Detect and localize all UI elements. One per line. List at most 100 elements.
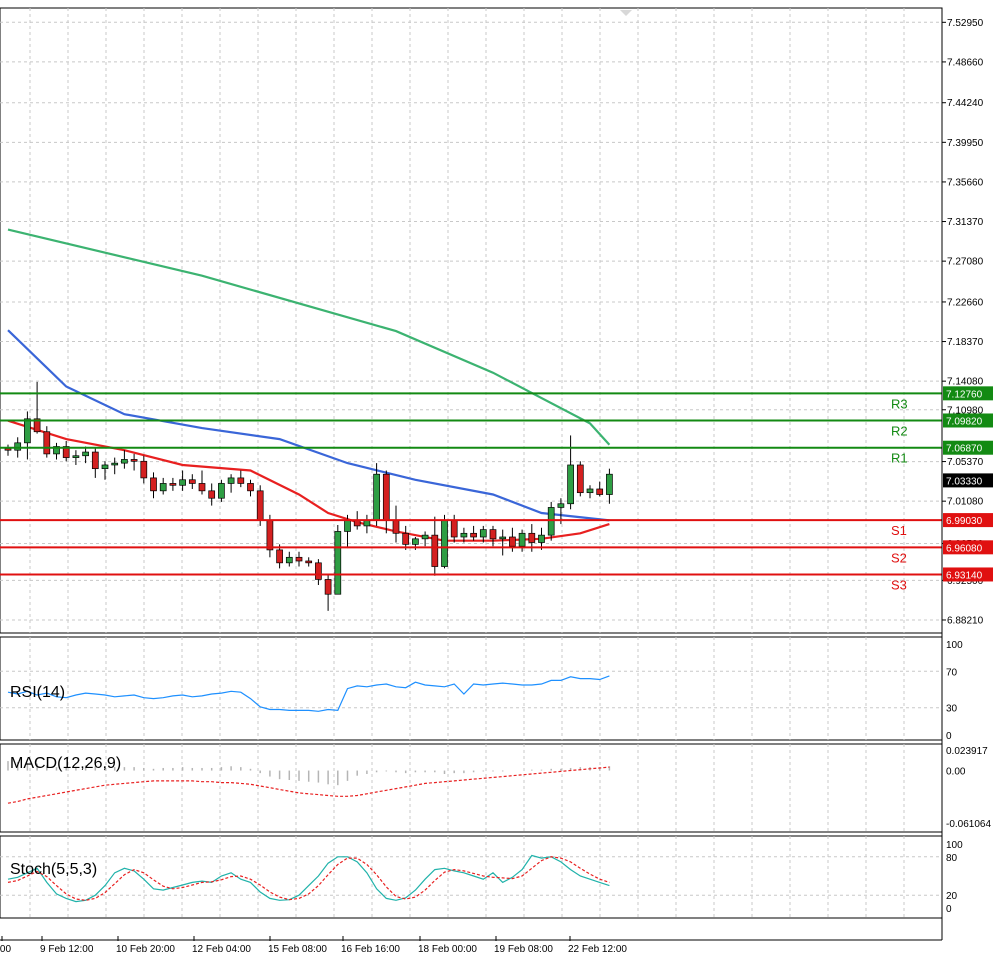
bullish-candle (373, 473, 380, 521)
bearish-candle (431, 534, 439, 567)
bearish-candle (489, 529, 497, 540)
rsi-axis-label: 0 (946, 731, 952, 742)
bullish-candle (538, 534, 545, 543)
bearish-candle (382, 473, 390, 521)
bullish-candle (567, 464, 574, 505)
price-axis-label: 7.14080 (947, 377, 984, 388)
level-price-tag (943, 413, 993, 428)
bearish-candle (402, 532, 410, 545)
bullish-candle (363, 520, 371, 527)
bearish-candle (33, 418, 41, 433)
bullish-candle (159, 483, 167, 492)
stoch-axis-label: 100 (946, 840, 963, 851)
level-price-tag (943, 540, 993, 555)
time-axis-label: 04:00 (0, 944, 11, 955)
bearish-candle (528, 532, 536, 543)
bearish-candle (188, 479, 196, 484)
price-axis-label: 7.35660 (947, 177, 984, 188)
price-axis-label: 7.27080 (947, 257, 984, 268)
level-name-s1: S1 (891, 523, 907, 538)
level-name-s2: S2 (891, 550, 907, 565)
bearish-candle (198, 483, 206, 492)
price-axis-label: 7.22660 (947, 297, 984, 308)
bullish-candle (606, 473, 613, 495)
time-axis-label: 18 Feb 00:00 (418, 944, 477, 955)
level-price-label: 6.99030 (946, 516, 983, 527)
bullish-candle (412, 538, 419, 545)
price-axis-label: 7.18370 (947, 337, 984, 348)
time-axis-label: 12 Feb 04:00 (192, 944, 251, 955)
price-axis-label: 7.10980 (947, 405, 984, 416)
bullish-candle (499, 536, 507, 540)
bullish-candle (14, 442, 22, 451)
bearish-candle (62, 446, 70, 458)
stoch-axis-label: 0 (946, 904, 952, 915)
rsi-axis-label: 30 (946, 704, 958, 715)
price-axis-label: 7.31370 (947, 217, 984, 228)
rsi-axis-label: 100 (946, 640, 963, 651)
bullish-candle (479, 529, 487, 538)
time-axis-label: 9 Feb 12:00 (40, 944, 94, 955)
stoch-title: Stoch(5,5,3) (10, 861, 97, 878)
bullish-candle (460, 532, 468, 538)
price-axis-label: 7.44240 (947, 98, 984, 109)
chart-shift-marker (620, 10, 632, 16)
bullish-candle (518, 532, 526, 547)
bearish-candle (353, 520, 361, 527)
bearish-candle (295, 556, 303, 562)
bearish-candle (247, 483, 254, 492)
bullish-candle (72, 455, 80, 458)
bullish-candle (121, 459, 128, 464)
bearish-candle (169, 483, 177, 486)
level-price-tag (943, 440, 993, 455)
rsi-axis-label: 70 (946, 667, 958, 678)
bearish-candle (470, 532, 477, 538)
price-axis-label: 6.88210 (947, 615, 984, 626)
stoch-signal-line (7, 856, 610, 901)
bearish-candle (140, 460, 148, 479)
time-axis-label: 16 Feb 16:00 (341, 944, 400, 955)
level-price-tag (943, 513, 993, 528)
bullish-candle (334, 531, 342, 595)
bearish-candle (256, 490, 264, 521)
rsi-line (7, 675, 610, 712)
price-axis-label: 7.05370 (947, 457, 984, 468)
bullish-candle (179, 479, 186, 486)
bullish-candle (547, 507, 555, 536)
level-name-s3: S3 (891, 577, 907, 592)
level-name-r1: R1 (891, 451, 908, 466)
level-price-label: 6.96080 (946, 543, 983, 554)
price-axis-label: 7.39950 (947, 138, 984, 149)
bearish-candle (315, 562, 322, 580)
time-axis-label: 10 Feb 20:00 (116, 944, 175, 955)
bearish-candle (91, 451, 99, 470)
bullish-candle (24, 418, 31, 444)
bullish-candle (557, 503, 565, 508)
rsi-title: RSI(14) (10, 684, 65, 701)
bearish-candle (596, 488, 604, 495)
level-price-tag (943, 567, 993, 582)
bearish-candle (43, 431, 51, 455)
bearish-candle (276, 549, 283, 564)
macd-signal-line (7, 766, 610, 804)
time-axis-label: 22 Feb 12:00 (568, 944, 627, 955)
bearish-candle (208, 490, 216, 499)
price-axis-label: 7.01080 (947, 497, 984, 508)
bullish-candle (421, 534, 429, 540)
macd-title: MACD(12,26,9) (10, 755, 121, 772)
bearish-candle (576, 464, 584, 494)
bullish-candle (441, 520, 448, 567)
level-price-label: 7.12760 (946, 389, 983, 400)
bearish-candle (324, 579, 332, 595)
level-name-r2: R2 (891, 423, 908, 438)
bearish-candle (450, 520, 458, 538)
price-axis-label: 7.48660 (947, 57, 984, 68)
time-axis-label: 15 Feb 08:00 (268, 944, 327, 955)
bullish-candle (344, 520, 351, 532)
moving-average-line (7, 329, 610, 522)
bullish-candle (53, 446, 60, 455)
level-price-label: 6.93140 (946, 570, 983, 581)
bullish-candle (111, 462, 119, 466)
